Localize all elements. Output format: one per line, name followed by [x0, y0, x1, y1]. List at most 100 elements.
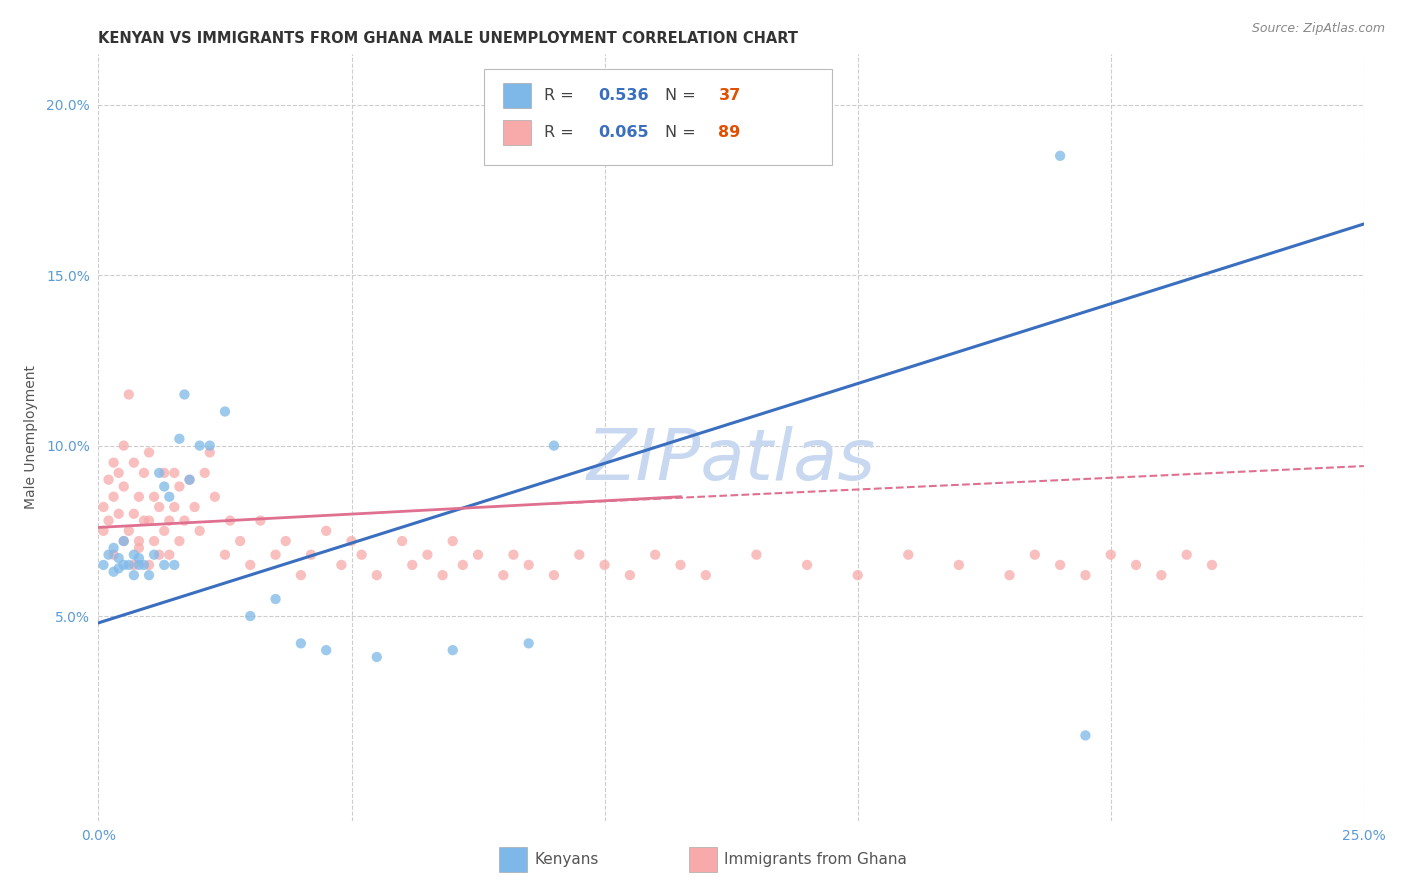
Point [391, 534, 413, 549]
Text: 0.536: 0.536 [599, 88, 650, 103]
Point [112, 534, 135, 549]
Text: R =: R = [544, 88, 579, 103]
Text: 0.065: 0.065 [599, 125, 650, 140]
Point [179, 473, 201, 487]
Point [998, 568, 1021, 582]
Point [315, 524, 337, 538]
Point [1049, 558, 1071, 572]
Point [97, 473, 120, 487]
Point [173, 387, 195, 401]
Point [148, 500, 170, 514]
Point [122, 568, 145, 582]
Point [796, 558, 818, 572]
Point [138, 514, 160, 528]
Point [517, 636, 540, 650]
Point [198, 445, 221, 459]
Point [128, 490, 150, 504]
Point [219, 514, 242, 528]
Point [543, 439, 565, 453]
Point [1175, 548, 1198, 562]
Point [669, 558, 692, 572]
Point [118, 387, 141, 401]
Point [153, 524, 176, 538]
Point [163, 558, 186, 572]
Point [118, 524, 141, 538]
Point [198, 439, 221, 453]
Point [103, 456, 125, 470]
Point [1074, 728, 1097, 742]
Point [568, 548, 591, 562]
FancyBboxPatch shape [503, 120, 531, 145]
Point [107, 507, 129, 521]
Text: 37: 37 [718, 88, 741, 103]
Point [1024, 548, 1046, 562]
Point [103, 490, 125, 504]
Point [451, 558, 474, 572]
Point [153, 466, 176, 480]
Point [401, 558, 423, 572]
Point [1150, 568, 1173, 582]
Point [1074, 568, 1097, 582]
Point [619, 568, 641, 582]
Point [948, 558, 970, 572]
Point [103, 565, 125, 579]
Text: Immigrants from Ghana: Immigrants from Ghana [724, 853, 907, 867]
Text: ZIPatlas: ZIPatlas [586, 425, 876, 494]
Point [122, 456, 145, 470]
Point [128, 534, 150, 549]
Text: N =: N = [665, 88, 702, 103]
Point [93, 500, 115, 514]
Point [143, 548, 166, 562]
FancyBboxPatch shape [484, 69, 832, 165]
Point [695, 568, 717, 582]
Point [517, 558, 540, 572]
Text: Source: ZipAtlas.com: Source: ZipAtlas.com [1251, 22, 1385, 36]
Point [416, 548, 439, 562]
Point [128, 558, 150, 572]
Point [157, 514, 180, 528]
FancyBboxPatch shape [503, 84, 531, 108]
Point [107, 561, 129, 575]
Point [188, 524, 211, 538]
Point [249, 514, 271, 528]
Point [179, 473, 201, 487]
Text: 89: 89 [718, 125, 741, 140]
Point [188, 439, 211, 453]
Point [148, 548, 170, 562]
Point [897, 548, 920, 562]
Point [118, 558, 141, 572]
Point [492, 568, 515, 582]
Point [138, 558, 160, 572]
Text: Kenyans: Kenyans [534, 853, 599, 867]
Point [169, 432, 191, 446]
Y-axis label: Male Unemployment: Male Unemployment [24, 365, 38, 509]
Point [543, 568, 565, 582]
Text: KENYAN VS IMMIGRANTS FROM GHANA MALE UNEMPLOYMENT CORRELATION CHART: KENYAN VS IMMIGRANTS FROM GHANA MALE UNE… [98, 31, 799, 46]
Point [274, 534, 297, 549]
Point [299, 548, 322, 562]
Point [214, 548, 236, 562]
Point [122, 548, 145, 562]
Point [432, 568, 454, 582]
Point [330, 558, 353, 572]
Point [128, 541, 150, 555]
Point [153, 479, 176, 493]
Point [239, 558, 262, 572]
Point [112, 479, 135, 493]
Point [593, 558, 616, 572]
Text: N =: N = [665, 125, 702, 140]
Point [846, 568, 869, 582]
Point [143, 534, 166, 549]
Point [112, 534, 135, 549]
Point [103, 541, 125, 555]
Point [103, 548, 125, 562]
Point [290, 568, 312, 582]
Point [502, 548, 524, 562]
Bar [689, 847, 717, 872]
Point [107, 551, 129, 566]
Point [112, 439, 135, 453]
Point [93, 558, 115, 572]
Point [1125, 558, 1147, 572]
Text: R =: R = [544, 125, 579, 140]
Point [132, 558, 155, 572]
